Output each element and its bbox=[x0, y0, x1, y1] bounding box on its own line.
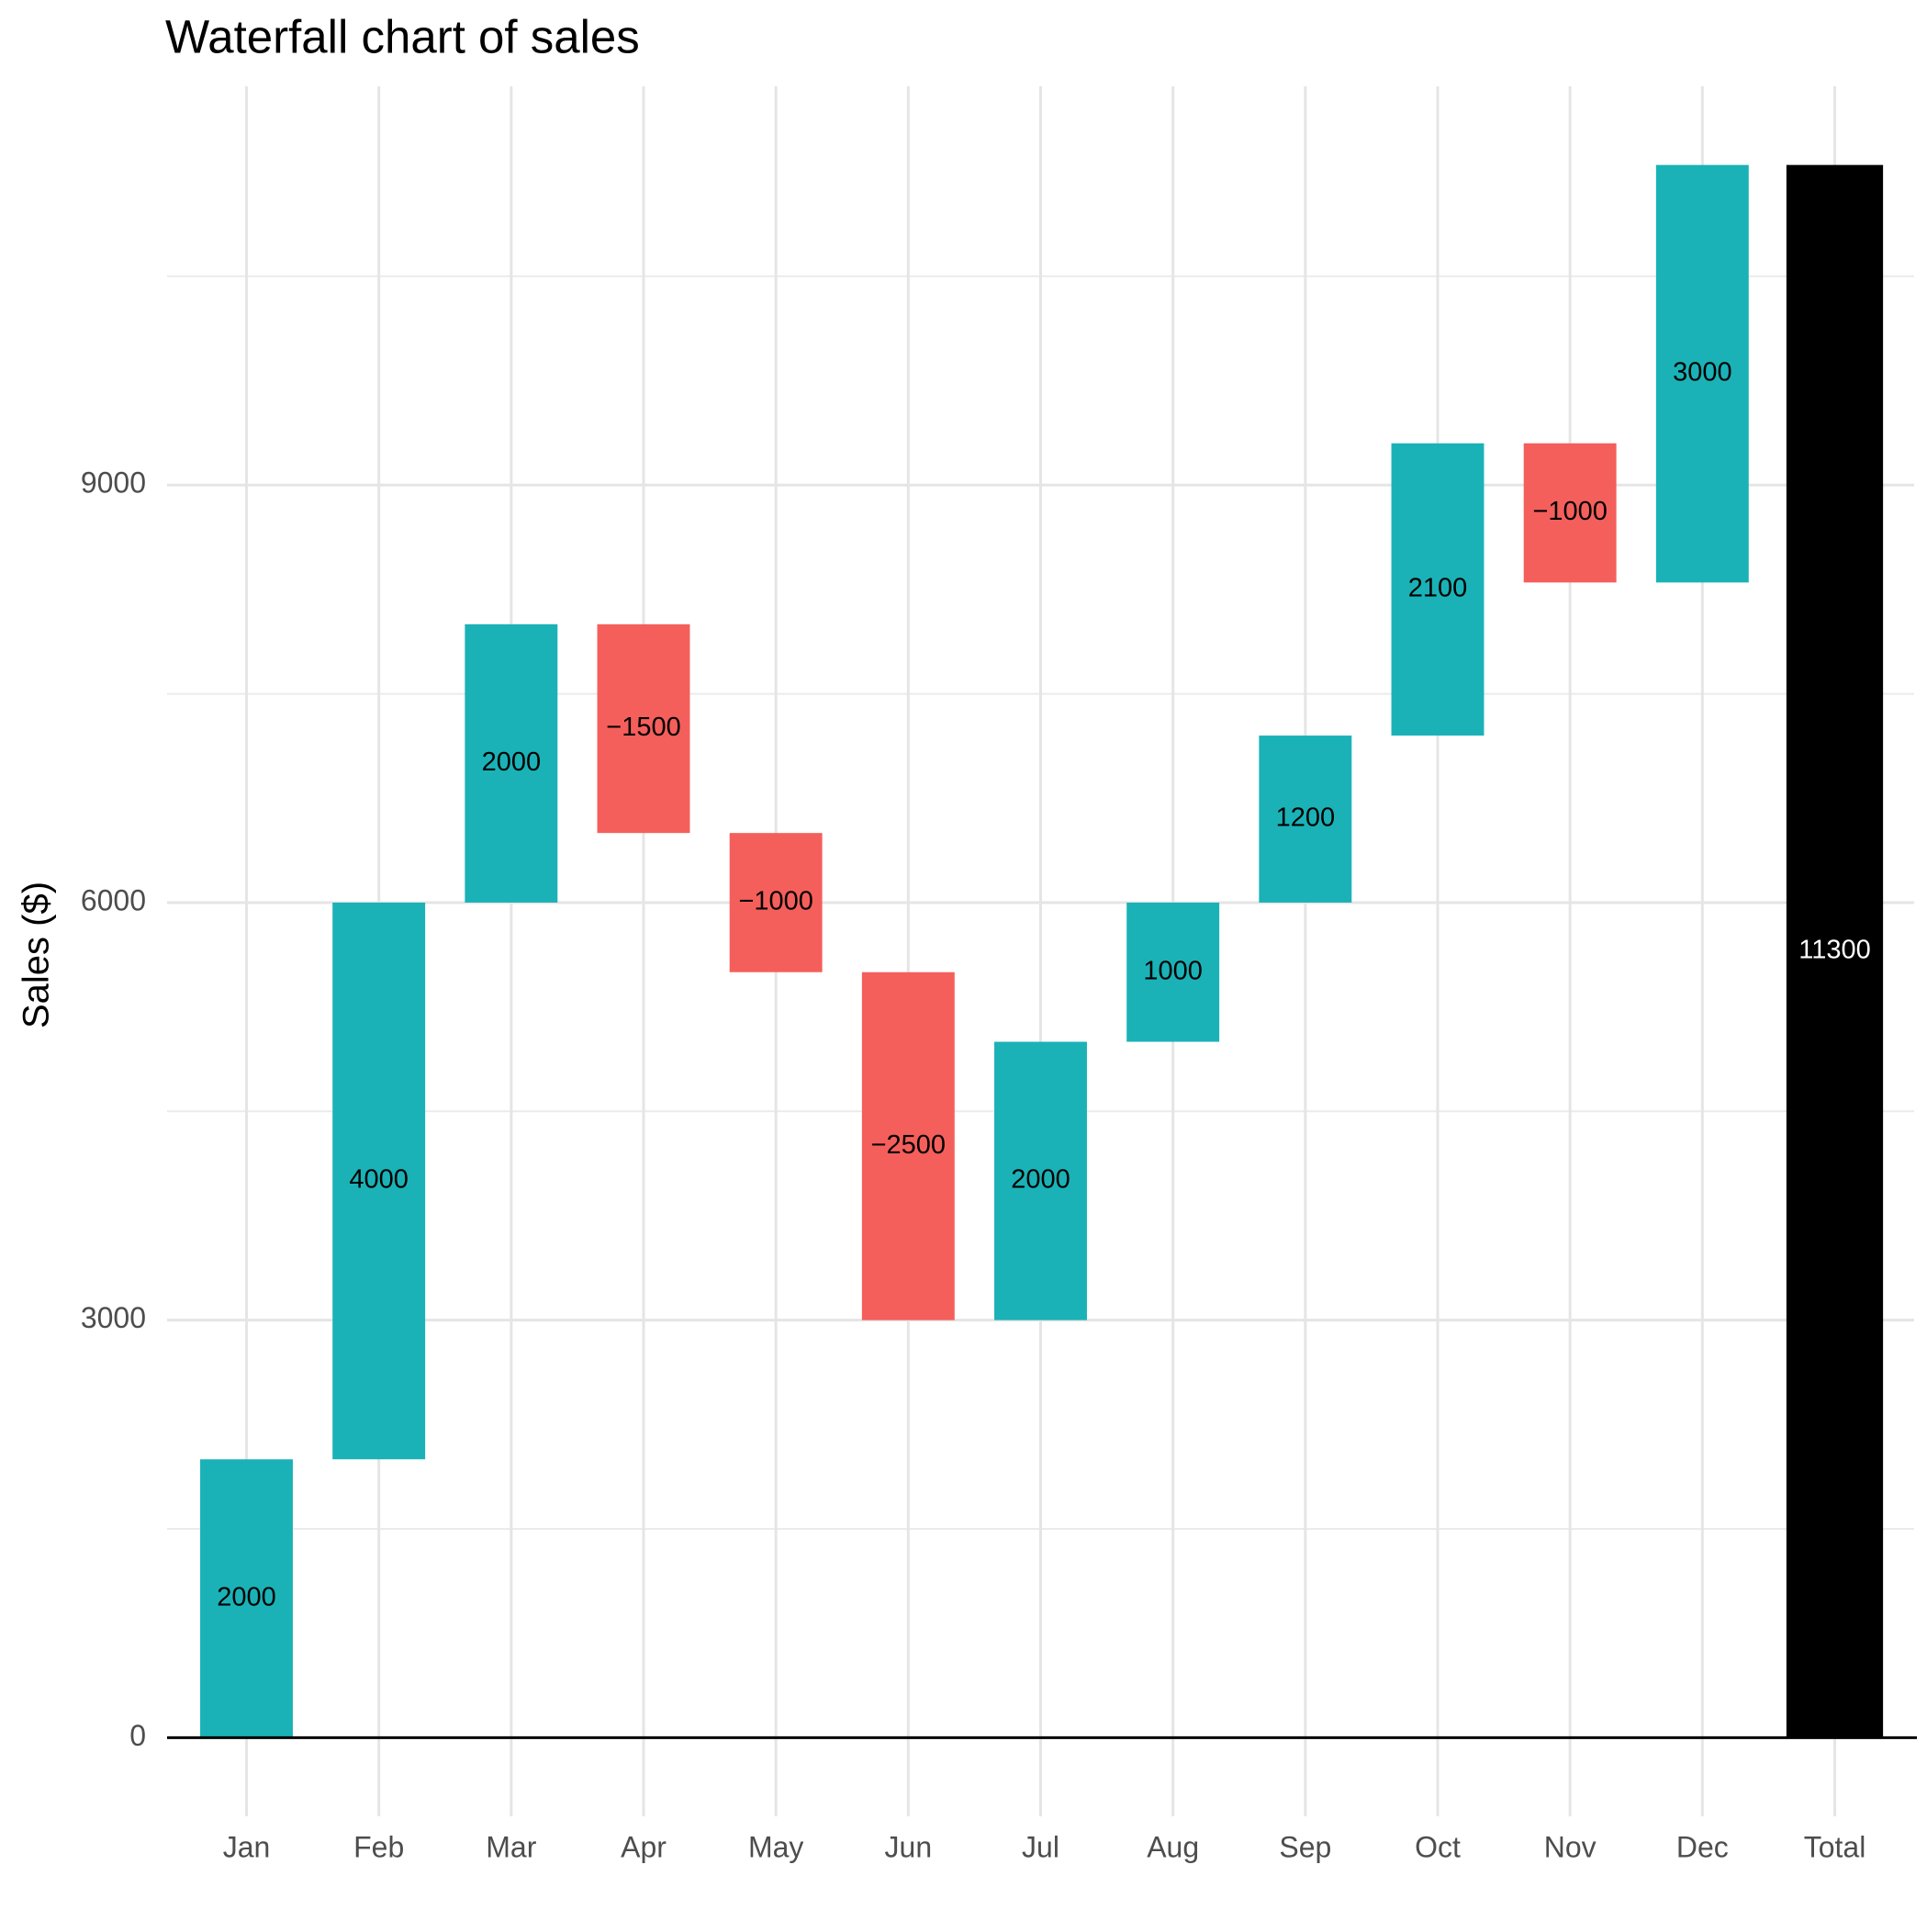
bar-value-label: −1000 bbox=[738, 887, 812, 916]
bar bbox=[1523, 443, 1617, 583]
bar bbox=[597, 623, 690, 834]
bar-value-label: 2100 bbox=[1408, 574, 1468, 603]
bar bbox=[994, 1041, 1087, 1320]
bar-value-label: 1000 bbox=[1143, 956, 1203, 985]
total-bar bbox=[1786, 164, 1884, 1738]
bar bbox=[465, 623, 558, 903]
x-tick-label: Oct bbox=[1415, 1830, 1461, 1863]
x-tick-label: Feb bbox=[353, 1830, 404, 1863]
bar-value-label: −2500 bbox=[871, 1130, 946, 1160]
bar-value-label: −1000 bbox=[1532, 497, 1607, 526]
total-value-label: 11300 bbox=[1798, 936, 1871, 965]
chart-title: Waterfall chart of sales bbox=[165, 10, 640, 62]
bar-value-label: 2000 bbox=[1011, 1165, 1070, 1195]
x-tick-label: Apr bbox=[621, 1830, 667, 1863]
x-tick-label: Total bbox=[1804, 1830, 1866, 1863]
bar-value-label: 1200 bbox=[1276, 803, 1336, 833]
y-axis-label: Sales ($) bbox=[17, 882, 57, 1028]
y-tick-label: 3000 bbox=[81, 1301, 146, 1334]
x-tick-label: Sep bbox=[1279, 1830, 1331, 1863]
labels: 0 3000 6000 9000 2000 Jan 4000 Feb 2000 Mar −1500 A… bbox=[81, 358, 1917, 1863]
x-tick-label: Jan bbox=[223, 1830, 271, 1863]
y-tick-label: 0 bbox=[129, 1719, 146, 1752]
x-tick-label: Aug bbox=[1147, 1830, 1199, 1863]
bar-value-label: 4000 bbox=[349, 1165, 409, 1195]
y-tick-label: 6000 bbox=[81, 883, 146, 916]
bar bbox=[1126, 902, 1220, 1042]
x-tick-label: Nov bbox=[1544, 1830, 1596, 1863]
y-tick-label: 9000 bbox=[81, 466, 146, 500]
bar bbox=[200, 1459, 293, 1738]
x-tick-label: Jun bbox=[885, 1830, 933, 1863]
bar-value-label: −1500 bbox=[606, 713, 680, 742]
x-tick-label: Mar bbox=[486, 1830, 536, 1863]
bar bbox=[1391, 443, 1484, 736]
bar-value-label: 2000 bbox=[482, 747, 542, 777]
x-tick-label: Jul bbox=[1022, 1830, 1059, 1863]
bar bbox=[1259, 736, 1352, 903]
bar-value-label: 2000 bbox=[217, 1582, 276, 1612]
bar-value-label: 3000 bbox=[1673, 358, 1732, 388]
bar bbox=[861, 972, 955, 1320]
bar bbox=[332, 902, 426, 1460]
marks bbox=[200, 164, 1884, 1738]
x-tick-label: May bbox=[748, 1830, 803, 1863]
bar bbox=[729, 833, 823, 972]
bar bbox=[1655, 164, 1749, 583]
x-tick-label: Dec bbox=[1676, 1830, 1729, 1863]
